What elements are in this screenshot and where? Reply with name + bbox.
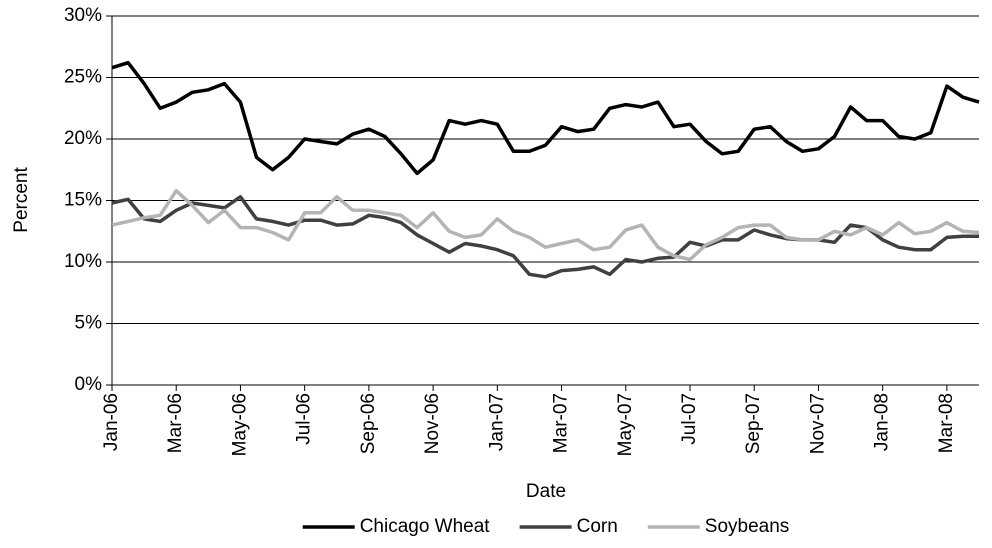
legend-label: Soybeans: [705, 516, 790, 537]
x-tick-label: May-07: [615, 393, 636, 456]
x-tick-label: Mar-06: [165, 393, 186, 453]
y-tick-label: 10%: [64, 251, 102, 272]
x-tick-label: Sep-06: [358, 393, 379, 454]
x-axis-title: Date: [526, 481, 566, 502]
x-tick-label: Nov-07: [807, 393, 828, 454]
x-tick-label: Mar-07: [551, 393, 572, 453]
legend-label: Chicago Wheat: [360, 516, 491, 537]
y-tick-label: 20%: [64, 128, 102, 149]
series-line: [111, 188, 980, 262]
x-tick-label: Mar-08: [936, 393, 957, 453]
x-tick-label: Jul-07: [679, 393, 700, 445]
legend-label: Corn: [577, 516, 618, 537]
y-axis-title: Percent: [11, 167, 32, 233]
x-tick-label: May-06: [229, 393, 250, 456]
y-tick-label: 0%: [75, 374, 103, 395]
x-tick-label: Jul-06: [294, 393, 315, 445]
y-tick-label: 15%: [64, 190, 102, 211]
y-tick-label: 5%: [75, 313, 103, 334]
x-tick-label: Nov-06: [422, 393, 443, 454]
series-line: [111, 60, 980, 176]
y-tick-label: 25%: [64, 67, 102, 88]
x-tick-label: Jan-06: [101, 393, 122, 451]
x-tick-label: Jan-08: [872, 393, 893, 451]
y-tick-label: 30%: [64, 5, 102, 26]
series-line: [111, 195, 979, 279]
x-tick-label: Sep-07: [743, 393, 764, 454]
x-tick-label: Jan-07: [486, 393, 507, 451]
